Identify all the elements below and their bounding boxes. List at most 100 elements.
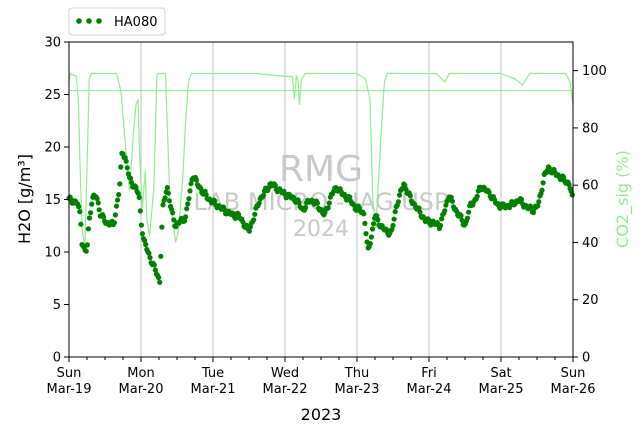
h2o-point	[389, 226, 395, 233]
x-tick-day: Sun	[57, 366, 82, 381]
h2o-point	[184, 206, 190, 212]
h2o-point	[151, 262, 157, 268]
h2o-point	[402, 182, 408, 188]
legend-box	[68, 7, 166, 36]
x-tick-day: Sat	[490, 366, 511, 381]
legend-marker	[76, 18, 102, 24]
h2o-point	[88, 210, 94, 216]
h2o-point	[112, 212, 118, 218]
h2o-point	[368, 234, 374, 240]
h2o-point	[159, 224, 165, 230]
h2o-point	[95, 200, 101, 206]
h2o-point	[187, 188, 193, 194]
h2o-point	[314, 200, 320, 206]
y-tick-label: 25	[44, 88, 61, 103]
y-axis-label: H2O [g/m³]	[15, 154, 34, 244]
y-tick-label: 30	[44, 36, 61, 51]
y-tick-label: 0	[53, 351, 61, 366]
h2o-point	[158, 253, 164, 259]
h2o-point	[83, 248, 89, 254]
h2o-point	[416, 205, 422, 211]
co2-line	[68, 72, 574, 249]
h2o-point	[212, 198, 218, 204]
h2o-point	[94, 195, 100, 202]
h2o-point	[437, 222, 444, 229]
h2o-point	[464, 215, 471, 221]
h2o-point	[124, 165, 130, 171]
h2o-point	[77, 209, 83, 215]
h2o-point	[442, 208, 448, 214]
h2o-point	[183, 214, 189, 220]
h2o-point	[111, 220, 117, 226]
h2o-point	[363, 231, 369, 237]
h2o-point	[156, 275, 162, 281]
h2o-point	[535, 203, 541, 209]
legend-dot	[86, 18, 92, 24]
y-tick-label: 20	[44, 141, 61, 156]
h2o-point	[459, 217, 465, 223]
h2o-point	[85, 226, 91, 232]
x-tick-day: Sun	[561, 366, 586, 381]
h2o-point	[78, 221, 84, 227]
h2o-point	[439, 216, 445, 222]
x-tick-day: Fri	[421, 366, 437, 381]
y2-tick-label: 20	[582, 293, 599, 308]
h2o-point	[260, 192, 266, 199]
h2o-point	[182, 218, 188, 224]
h2o-point	[530, 209, 537, 216]
h2o-point	[128, 175, 134, 181]
h2o-point	[448, 194, 454, 200]
h2o-point	[449, 198, 455, 204]
y2-axis-label: CO2_sig (%)	[613, 150, 633, 248]
h2o-point	[166, 198, 172, 204]
x-axis: SunMar-19MonMar-20TueMar-21WedMar-22ThuM…	[47, 357, 596, 397]
h2o-point	[147, 255, 153, 261]
h2o-point	[164, 185, 170, 191]
watermark-line3: 2024	[293, 217, 349, 242]
h2o-point	[138, 222, 144, 228]
h2o-point	[407, 193, 413, 199]
h2o-point	[185, 201, 191, 207]
h2o-point	[375, 217, 381, 223]
h2o-point	[396, 192, 403, 198]
h2o-point	[539, 187, 545, 193]
h2o-point	[240, 219, 246, 225]
legend-label: HA080	[114, 15, 157, 30]
y-tick-label: 10	[44, 246, 61, 261]
co2-series	[68, 72, 574, 249]
h2o-point	[188, 181, 194, 187]
h2o-point	[246, 228, 252, 234]
h2o-point	[170, 210, 176, 216]
h2o-point	[133, 184, 139, 190]
y-axis-right: 0 20 40 60 80 100	[573, 64, 607, 366]
x-tick-date: Mar-20	[119, 382, 164, 397]
x-tick-day: Thu	[344, 366, 369, 381]
h2o-point	[186, 196, 192, 202]
h2o-point	[325, 205, 331, 211]
x-tick-day: Mon	[127, 366, 154, 381]
h2o-point	[566, 181, 572, 188]
h2o-point	[171, 217, 177, 223]
h2o-point	[96, 207, 102, 213]
h2o-point	[203, 192, 209, 198]
h2o-point	[362, 220, 368, 226]
h2o-point	[252, 211, 258, 217]
x-tick-date: Mar-19	[47, 382, 92, 397]
h2o-point	[371, 221, 377, 227]
x-tick-date: Mar-24	[407, 382, 452, 397]
h2o-point	[302, 205, 309, 211]
h2o-point	[347, 194, 353, 200]
h2o-point	[139, 231, 145, 237]
h2o-point	[367, 241, 373, 247]
h2o-point	[137, 208, 143, 214]
h2o-point	[272, 182, 278, 189]
h2o-point	[561, 174, 567, 180]
h2o-point	[536, 199, 542, 205]
h2o-point	[89, 201, 95, 207]
x-tick-date: Mar-26	[551, 382, 596, 397]
h2o-point	[117, 181, 123, 187]
h2o-point	[247, 224, 253, 230]
watermark-line1: RMG	[279, 149, 363, 190]
h2o-point	[146, 250, 152, 256]
